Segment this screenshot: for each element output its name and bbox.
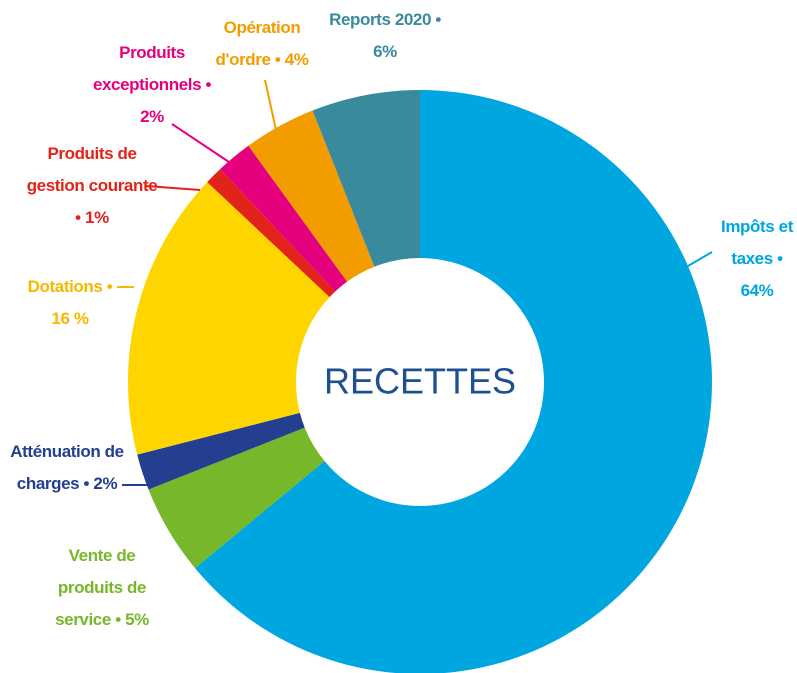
value-label: • 64% [740, 249, 784, 300]
value-label: • 5% [115, 610, 149, 629]
slice-label: Reports 2020 • 6% [320, 4, 450, 68]
category-label: Dotations [27, 277, 103, 296]
category-label: Vente de produits de service [55, 546, 147, 629]
slice [248, 110, 375, 282]
slice-label: Impôts et taxes • 64% [715, 211, 797, 307]
value-label: • 2% [83, 474, 118, 493]
slice [312, 90, 420, 267]
slice [128, 182, 330, 455]
slice-label: Produits exceptionnels • 2% [84, 37, 220, 133]
slice-label: Atténuation de charges • 2% [6, 436, 128, 500]
slice [220, 145, 348, 292]
slice-label: Dotations • 16 % [18, 271, 122, 335]
slice [137, 412, 305, 490]
value-label: • 16 % [51, 277, 113, 328]
slice-label: Vente de produits de service • 5% [40, 540, 164, 636]
category-label: Opération d'ordre [215, 18, 301, 69]
category-label: Impôts et taxes [721, 217, 793, 268]
category-label: Atténuation de charges [10, 442, 124, 493]
slice [148, 427, 325, 569]
leader-line [687, 251, 713, 267]
leader-line [145, 185, 201, 191]
slice [195, 90, 712, 673]
leader-line [264, 79, 277, 131]
value-label: • 2% [140, 75, 212, 126]
category-label: Produits exceptionnels [92, 43, 202, 94]
category-label: Produits de gestion courante [26, 144, 158, 195]
category-label: Reports 2020 [329, 10, 432, 29]
value-label: • 6% [373, 10, 441, 61]
slice-label: Produits de gestion courante • 1% [26, 138, 158, 234]
value-label: • 4% [274, 50, 309, 69]
slice [207, 169, 336, 298]
value-label: • 1% [75, 208, 109, 227]
slices [128, 90, 712, 673]
leader-line [171, 123, 233, 165]
center-title: RECETTES [324, 361, 516, 402]
leaders [117, 79, 713, 486]
slice-label: Opération d'ordre • 4% [200, 12, 324, 76]
